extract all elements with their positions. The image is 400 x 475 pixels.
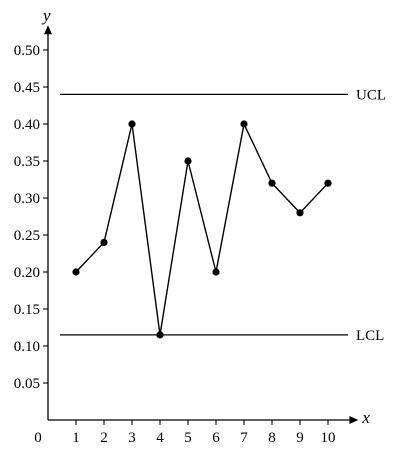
y-tick-label: 0.20 <box>14 265 40 281</box>
x-tick-label: 5 <box>184 430 192 446</box>
ucl-label: UCL <box>356 87 386 103</box>
y-tick-label: 0.15 <box>14 302 40 318</box>
y-tick-label: 0.50 <box>14 43 40 59</box>
y-tick-label: 0.40 <box>14 117 40 133</box>
y-axis-arrow-icon <box>44 25 52 35</box>
y-tick-label: 0.30 <box>14 191 40 207</box>
data-point <box>128 120 136 128</box>
axis-labels: 1 2 3 4 5 6 7 8 9 10 0 0.05 0.10 0.15 0.20 0.25 0.30 0.35… <box>14 6 371 446</box>
y-tick-label: 0.25 <box>14 228 40 244</box>
data-point <box>72 268 80 276</box>
x-tick-label: 4 <box>156 430 164 446</box>
x-axis-arrow-icon <box>349 416 359 424</box>
x-tick-label: 1 <box>72 430 80 446</box>
data-point <box>324 179 332 187</box>
data-point <box>240 120 248 128</box>
lcl-label: LCL <box>356 328 384 344</box>
origin-label: 0 <box>34 430 42 446</box>
data-point <box>100 238 108 246</box>
x-axis-label: x <box>361 408 370 427</box>
x-tick-label: 9 <box>296 430 304 446</box>
data-point <box>296 209 304 217</box>
x-tick-label: 10 <box>321 430 336 446</box>
y-axis-label: y <box>41 6 51 25</box>
data-point <box>268 179 276 187</box>
y-tick-label: 0.05 <box>14 376 40 392</box>
series-line <box>75 121 329 336</box>
data-point <box>156 331 164 339</box>
data-series <box>72 120 332 339</box>
x-tick-label: 8 <box>268 430 276 446</box>
x-tick-label: 2 <box>100 430 108 446</box>
data-point <box>184 157 192 165</box>
x-tick-label: 6 <box>212 430 220 446</box>
y-tick-label: 0.45 <box>14 80 40 96</box>
x-tick-label: 7 <box>240 430 248 446</box>
x-tick-label: 3 <box>128 430 136 446</box>
data-point <box>212 268 220 276</box>
axes <box>43 25 359 425</box>
y-tick-label: 0.10 <box>14 339 40 355</box>
control-limit-lines: UCL LCL <box>60 87 386 344</box>
y-tick-label: 0.35 <box>14 154 40 170</box>
